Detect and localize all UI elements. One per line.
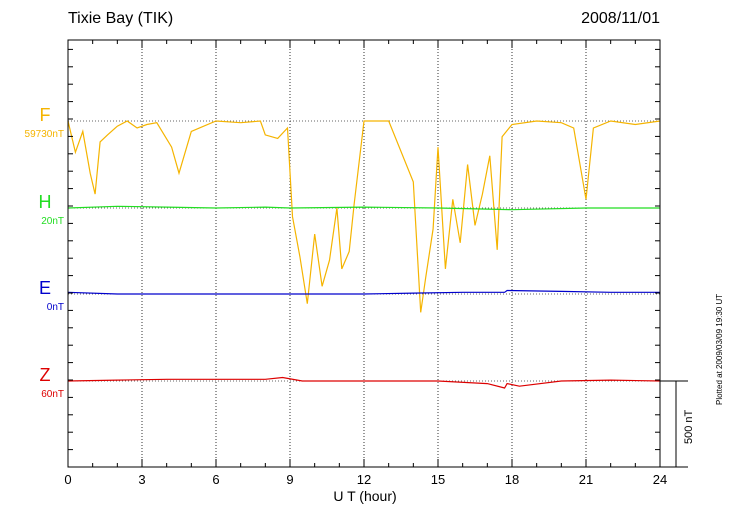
- x-tick-label: 24: [653, 472, 667, 487]
- x-tick-label: 15: [431, 472, 445, 487]
- series-traces: [67, 120, 661, 389]
- plotted-at-note: Plotted at 2009/03/09 19:30 UT: [715, 293, 724, 405]
- x-tick-label: 18: [505, 472, 519, 487]
- axis-ticks: 0 3 6 9 12 15 18 21 24: [64, 40, 667, 487]
- channel-baseline-z: 60nT: [41, 389, 64, 400]
- series-line-e: [67, 289, 660, 295]
- grid-lines: [141, 40, 587, 467]
- series-line-f: [67, 120, 661, 313]
- channel-baseline-f: 59730nT: [24, 129, 64, 140]
- channel-baseline-e: 0nT: [46, 302, 64, 313]
- x-tick-label: 21: [579, 472, 593, 487]
- scale-bar-label: 500 nT: [683, 409, 695, 444]
- x-tick-label: 0: [64, 472, 71, 487]
- x-tick-label: 6: [212, 472, 219, 487]
- channel-name-h: H: [38, 192, 52, 212]
- x-tick-label: 9: [286, 472, 293, 487]
- channel-name-f: F: [39, 105, 51, 125]
- channel-name-e: E: [38, 278, 51, 298]
- series-line-h: [67, 205, 660, 211]
- x-axis-label: U T (hour): [333, 488, 397, 504]
- series-line-z: [67, 376, 661, 389]
- x-tick-label: 12: [357, 472, 371, 487]
- x-tick-label: 3: [138, 472, 145, 487]
- date-label: 2008/11/01: [581, 10, 660, 27]
- scale-bar: [660, 380, 688, 468]
- channel-baseline-h: 20nT: [41, 216, 64, 227]
- station-title: Tixie Bay (TIK): [68, 10, 174, 27]
- channel-name-z: Z: [39, 365, 51, 385]
